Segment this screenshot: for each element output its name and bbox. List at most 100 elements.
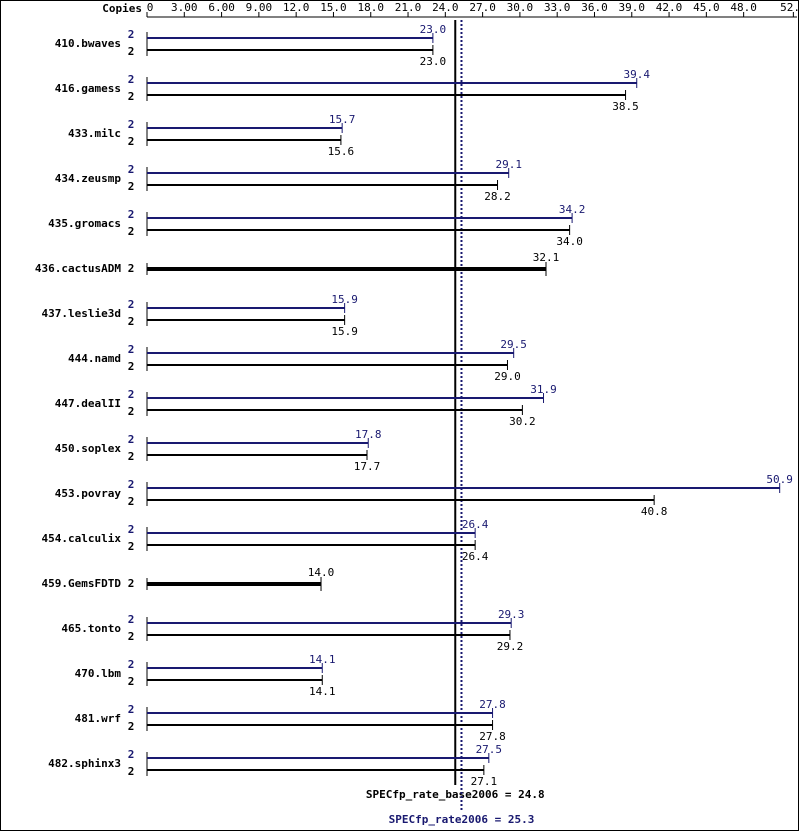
copies-label: 2 bbox=[128, 540, 135, 553]
value-label: 50.9 bbox=[766, 473, 793, 486]
value-label: 28.2 bbox=[484, 190, 511, 203]
copies-label: 2 bbox=[128, 225, 135, 238]
value-label: 29.2 bbox=[497, 640, 524, 653]
copies-label: 2 bbox=[128, 703, 135, 716]
copies-label: 2 bbox=[128, 28, 135, 41]
copies-label: 2 bbox=[128, 495, 135, 508]
value-label: 14.1 bbox=[309, 685, 336, 698]
reference-label: SPECfp_rate_base2006 = 24.8 bbox=[366, 788, 545, 801]
value-label: 29.0 bbox=[494, 370, 521, 383]
value-label: 27.8 bbox=[479, 698, 506, 711]
value-label: 17.8 bbox=[355, 428, 382, 441]
copies-label: 2 bbox=[128, 433, 135, 446]
copies-label: 2 bbox=[128, 577, 135, 590]
benchmark-label: 465.tonto bbox=[61, 622, 121, 635]
copies-label: 2 bbox=[128, 135, 135, 148]
x-tick-label: 36.0 bbox=[581, 1, 608, 14]
benchmark-label: 437.leslie3d bbox=[42, 307, 121, 320]
value-label: 15.7 bbox=[329, 113, 356, 126]
copies-label: 2 bbox=[128, 315, 135, 328]
copies-label: 2 bbox=[128, 388, 135, 401]
benchmark-label: 436.cactusADM bbox=[35, 262, 121, 275]
benchmark-label: 482.sphinx3 bbox=[48, 757, 121, 770]
copies-label: 2 bbox=[128, 630, 135, 643]
benchmark-label: 481.wrf bbox=[75, 712, 121, 725]
benchmark-label: 416.gamess bbox=[55, 82, 121, 95]
x-tick-label: 48.0 bbox=[730, 1, 757, 14]
copies-label: 2 bbox=[128, 658, 135, 671]
value-label: 34.2 bbox=[559, 203, 586, 216]
value-label: 39.4 bbox=[623, 68, 650, 81]
benchmark-label: 444.namd bbox=[68, 352, 121, 365]
copies-label: 2 bbox=[128, 118, 135, 131]
value-label: 34.0 bbox=[556, 235, 583, 248]
copies-label: 2 bbox=[128, 748, 135, 761]
value-label: 32.1 bbox=[533, 251, 560, 264]
x-tick-label: 27.0 bbox=[469, 1, 496, 14]
copies-label: 2 bbox=[128, 765, 135, 778]
value-label: 15.9 bbox=[331, 293, 358, 306]
benchmark-label: 447.dealII bbox=[55, 397, 121, 410]
value-label: 17.7 bbox=[354, 460, 381, 473]
benchmark-label: 450.soplex bbox=[55, 442, 122, 455]
x-tick-label: 24.0 bbox=[432, 1, 459, 14]
reference-label: SPECfp_rate2006 = 25.3 bbox=[389, 813, 535, 826]
value-label: 27.8 bbox=[479, 730, 506, 743]
x-tick-label: 0 bbox=[147, 1, 154, 14]
value-label: 30.2 bbox=[509, 415, 536, 428]
copies-label: 2 bbox=[128, 720, 135, 733]
x-tick-label: 6.00 bbox=[208, 1, 235, 14]
value-label: 23.0 bbox=[420, 23, 447, 36]
value-label: 31.9 bbox=[530, 383, 557, 396]
copies-label: 2 bbox=[128, 450, 135, 463]
benchmark-label: 459.GemsFDTD bbox=[42, 577, 122, 590]
copies-label: 2 bbox=[128, 262, 135, 275]
x-tick-label: 12.0 bbox=[283, 1, 310, 14]
benchmark-label: 470.lbm bbox=[75, 667, 122, 680]
x-tick-label: 39.0 bbox=[619, 1, 646, 14]
copies-label: 2 bbox=[128, 478, 135, 491]
x-tick-label: 33.0 bbox=[544, 1, 571, 14]
value-label: 27.1 bbox=[471, 775, 498, 788]
copies-label: 2 bbox=[128, 523, 135, 536]
x-tick-label: 42.0 bbox=[656, 1, 683, 14]
copies-label: 2 bbox=[128, 45, 135, 58]
value-label: 40.8 bbox=[641, 505, 668, 518]
value-label: 26.4 bbox=[462, 550, 489, 563]
copies-label: 2 bbox=[128, 180, 135, 193]
value-label: 29.5 bbox=[500, 338, 527, 351]
benchmark-label: 410.bwaves bbox=[55, 37, 121, 50]
benchmark-label: 434.zeusmp bbox=[55, 172, 122, 185]
copies-label: 2 bbox=[128, 343, 135, 356]
x-tick-label: 15.0 bbox=[320, 1, 347, 14]
value-label: 29.3 bbox=[498, 608, 525, 621]
value-label: 14.0 bbox=[308, 566, 335, 579]
copies-label: 2 bbox=[128, 298, 135, 311]
copies-label: 2 bbox=[128, 208, 135, 221]
value-label: 14.1 bbox=[309, 653, 336, 666]
value-label: 15.9 bbox=[331, 325, 358, 338]
value-label: 23.0 bbox=[420, 55, 447, 68]
value-label: 26.4 bbox=[462, 518, 489, 531]
x-tick-label: 30.0 bbox=[507, 1, 534, 14]
copies-label: 2 bbox=[128, 90, 135, 103]
benchmark-label: 454.calculix bbox=[42, 532, 122, 545]
copies-label: 2 bbox=[128, 360, 135, 373]
copies-label: 2 bbox=[128, 613, 135, 626]
value-label: 38.5 bbox=[612, 100, 639, 113]
copies-label: 2 bbox=[128, 73, 135, 86]
benchmark-label: 453.povray bbox=[55, 487, 122, 500]
benchmark-label: 433.milc bbox=[68, 127, 121, 140]
benchmark-label: 435.gromacs bbox=[48, 217, 121, 230]
value-label: 15.6 bbox=[328, 145, 355, 158]
copies-header: Copies bbox=[102, 2, 142, 15]
copies-label: 2 bbox=[128, 675, 135, 688]
x-tick-label: 45.0 bbox=[693, 1, 720, 14]
copies-label: 2 bbox=[128, 405, 135, 418]
x-tick-label: 3.00 bbox=[171, 1, 198, 14]
value-label: 27.5 bbox=[476, 743, 503, 756]
copies-label: 2 bbox=[128, 163, 135, 176]
x-tick-label: 52.0 bbox=[780, 1, 799, 14]
